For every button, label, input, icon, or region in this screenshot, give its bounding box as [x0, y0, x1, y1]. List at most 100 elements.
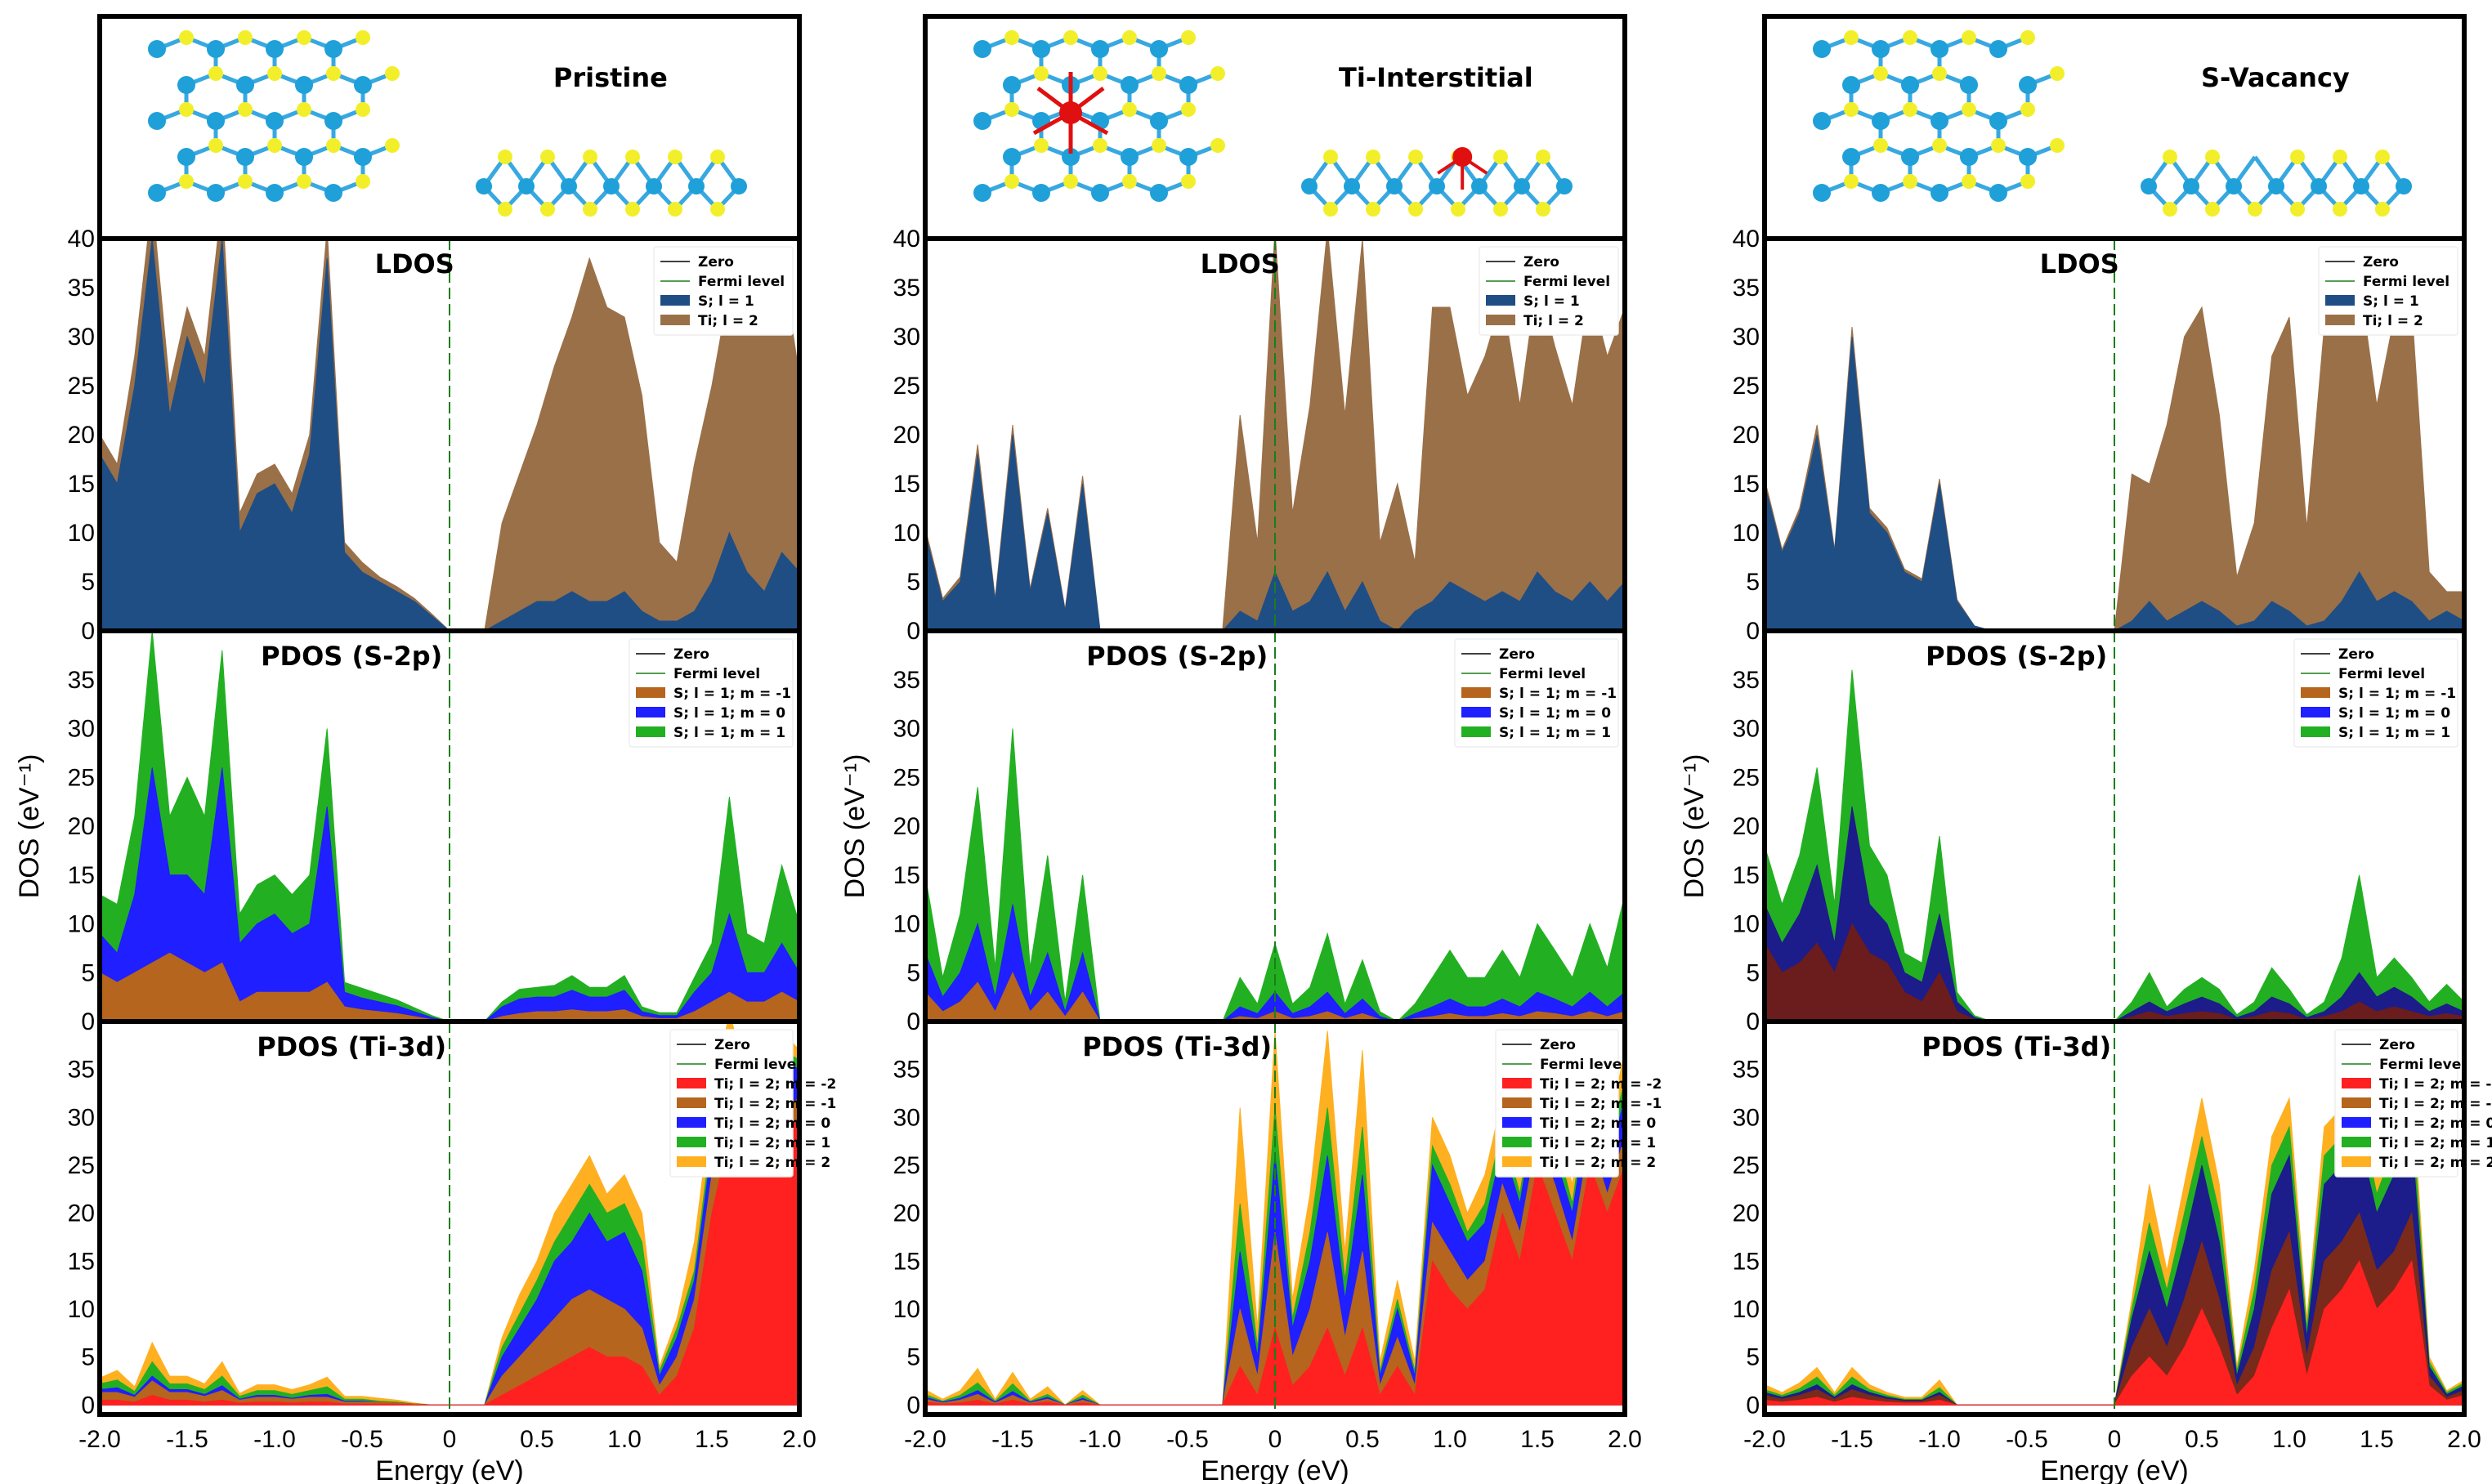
ti-atom	[236, 76, 254, 94]
series-area-s-l-1-m-0	[1765, 807, 2464, 1021]
subplot-ldos: LDOS 0 5 10 15 20 25 30 35 40 Zero Fermi level S; l …	[68, 226, 802, 645]
s-atom	[208, 138, 223, 153]
legend-item: Ti; l = 2	[660, 313, 758, 329]
s-atom	[1093, 138, 1107, 153]
s-atom	[1536, 202, 1550, 217]
y-tick-label: 5	[1746, 959, 1760, 986]
y-tick-label: 30	[893, 716, 920, 743]
legend-label: Ti; l = 2; m = 0	[2379, 1115, 2492, 1132]
x-tick-label: -1.0	[1079, 1426, 1121, 1453]
area-layer	[100, 239, 799, 631]
ti-atom	[1556, 178, 1573, 194]
s-atom	[1536, 150, 1550, 164]
y-tick-label: 30	[1733, 324, 1760, 351]
y-tick-label: 35	[1733, 1057, 1760, 1084]
legend-patch-swatch	[2301, 707, 2330, 717]
s-atom	[1093, 66, 1107, 81]
x-tick-label: 1.0	[607, 1426, 642, 1453]
legend-label: Zero	[2363, 254, 2399, 270]
ti-atom	[354, 76, 372, 94]
legend-patch-swatch	[660, 315, 690, 325]
s-atom	[1323, 150, 1338, 164]
legend-label: Zero	[1523, 254, 1559, 270]
ti-atom	[1301, 178, 1318, 194]
y-axis-label: DOS (eV⁻¹)	[839, 754, 870, 899]
legend: Zero Fermi level Ti; l = 2; m = -2 Ti; l = …	[2334, 1029, 2492, 1178]
ti-atom	[1179, 148, 1197, 166]
y-tick-label: 25	[1733, 373, 1760, 400]
ti-atom	[354, 148, 372, 166]
legend-item: Zero	[677, 1037, 750, 1053]
ti-atom	[207, 112, 225, 130]
legend: Zero Fermi level Ti; l = 2; m = -2 Ti; l = …	[1495, 1029, 1662, 1178]
y-tick-label: 35	[893, 667, 920, 694]
ti-atom	[1150, 40, 1168, 58]
s-atom	[2163, 202, 2177, 217]
y-tick-label: 20	[68, 1200, 95, 1227]
series-area-s-l-1	[100, 239, 799, 631]
legend-item: Zero	[660, 254, 734, 270]
legend-patch-swatch	[2342, 1156, 2371, 1167]
legend-label: S; l = 1; m = 0	[2338, 705, 2450, 722]
x-tick-label: -2.0	[1743, 1426, 1786, 1453]
y-tick-label: 25	[893, 764, 920, 791]
subplot-title: PDOS (S-2p)	[1086, 641, 1268, 672]
x-tick-label: -0.5	[2006, 1426, 2048, 1453]
legend-label: Zero	[673, 646, 709, 663]
structure-box: Ti-Interstitial	[923, 14, 1627, 241]
legend-label: S; l = 1; m = 1	[1499, 725, 1611, 741]
y-tick-label: 0	[81, 1008, 95, 1035]
s-atom	[1962, 174, 1976, 189]
panel-title: Pristine	[553, 62, 668, 93]
legend-patch-swatch	[1502, 1137, 1532, 1147]
s-atom	[625, 202, 640, 217]
legend-item: Fermi level	[1486, 274, 1610, 290]
s-atom	[1366, 150, 1380, 164]
legend-label: S; l = 1; m = 1	[2338, 725, 2450, 741]
structure-box: Pristine	[97, 14, 802, 241]
s-atom	[2290, 150, 2305, 164]
ti-atom	[1842, 148, 1860, 166]
subplot-title: PDOS (Ti-3d)	[1082, 1031, 1272, 1062]
s-atom	[498, 150, 512, 164]
ti-atom	[324, 40, 342, 58]
ti-atom	[266, 40, 284, 58]
legend-patch-swatch	[1502, 1117, 1532, 1128]
y-tick-label: 30	[1733, 1104, 1760, 1131]
legend-box	[1479, 246, 1619, 336]
y-tick-label: 15	[893, 862, 920, 889]
y-tick-label: 0	[81, 1392, 95, 1419]
ti-atom	[324, 184, 342, 202]
legend-item: Ti; l = 2; m = 1	[2342, 1135, 2492, 1151]
ti-atom	[973, 184, 991, 202]
ti-atom	[1091, 40, 1109, 58]
ti-atom	[295, 76, 313, 94]
x-tick-label: -1.0	[253, 1426, 296, 1453]
s-atom	[1034, 138, 1049, 153]
structure-box: S-Vacancy	[1762, 14, 2467, 241]
ti-atom	[1813, 112, 1831, 130]
y-tick-label: 30	[68, 716, 95, 743]
series-area-ti-l-2-m-2	[925, 1164, 1625, 1406]
y-tick-label: 25	[68, 373, 95, 400]
x-tick-label: 2.0	[1608, 1426, 1642, 1453]
ti-atom	[207, 40, 225, 58]
legend-box	[629, 638, 794, 748]
s-atom	[1152, 138, 1166, 153]
y-tick-label: 20	[893, 1200, 920, 1227]
legend-patch-swatch	[677, 1117, 706, 1128]
series-area-ti-l-2-m-2	[1765, 1259, 2464, 1406]
legend-patch-swatch	[677, 1156, 706, 1167]
legend-box	[653, 246, 794, 336]
legend-patch-swatch	[2325, 295, 2355, 306]
ti-atom	[1901, 148, 1919, 166]
s-atom	[1122, 30, 1137, 45]
legend-patch-swatch	[1461, 707, 1491, 717]
legend-label: Ti; l = 2; m = -2	[714, 1076, 836, 1093]
x-tick-label: -1.5	[166, 1426, 208, 1453]
y-tick-label: 5	[1746, 1344, 1760, 1371]
subplot-pdos-ti-3d: PDOS (Ti-3d) 0 5 10 15 20 25 30 35 Zero Fermi leve…	[1733, 1019, 2492, 1484]
ti-atom	[148, 40, 166, 58]
ti-atom	[1514, 178, 1530, 194]
legend-label: Fermi level	[1523, 274, 1610, 290]
